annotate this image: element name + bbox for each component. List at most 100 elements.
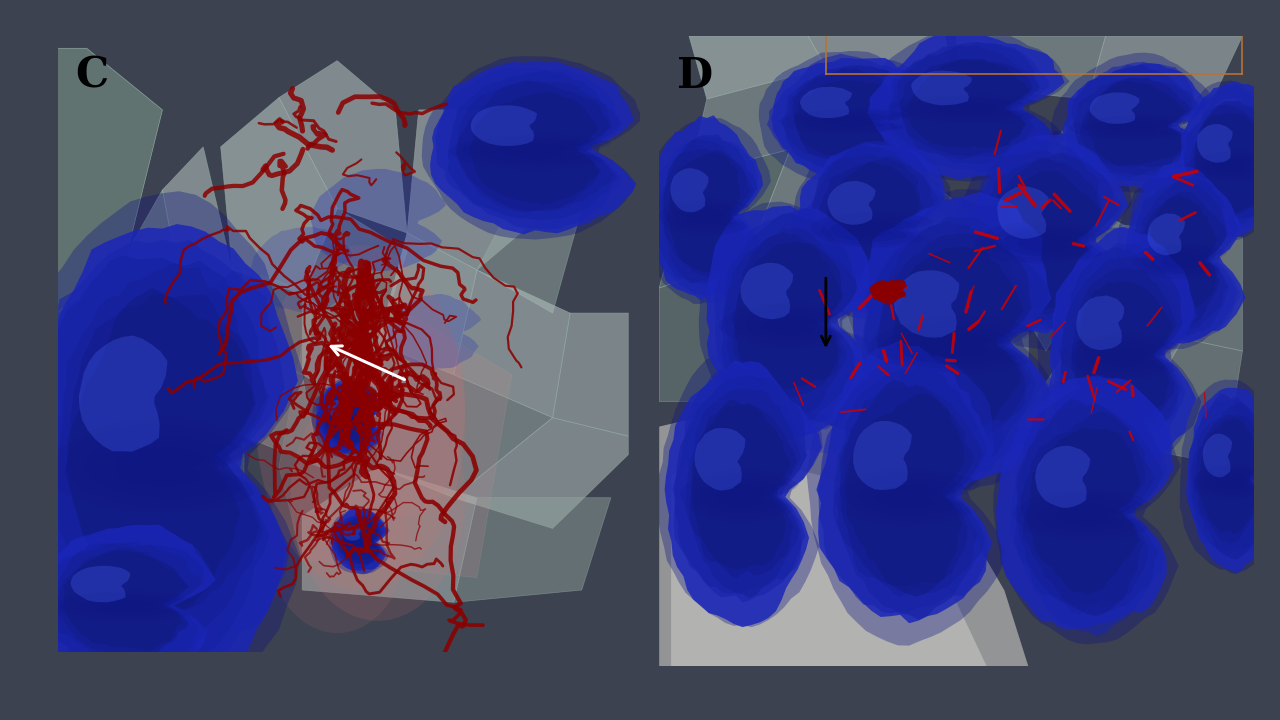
Polygon shape <box>659 402 1028 666</box>
Text: C: C <box>76 55 109 96</box>
Polygon shape <box>1051 243 1197 466</box>
Polygon shape <box>1189 100 1272 219</box>
Polygon shape <box>449 133 612 170</box>
Polygon shape <box>897 45 1039 160</box>
Polygon shape <box>1189 393 1270 551</box>
Polygon shape <box>867 30 1065 179</box>
Polygon shape <box>782 66 918 174</box>
Polygon shape <box>964 134 1128 333</box>
Polygon shape <box>818 354 995 613</box>
Polygon shape <box>662 139 756 283</box>
Polygon shape <box>1098 347 1147 367</box>
Polygon shape <box>991 225 1097 261</box>
Polygon shape <box>1193 464 1266 500</box>
Polygon shape <box>1183 238 1243 351</box>
Polygon shape <box>1178 81 1280 236</box>
Polygon shape <box>1138 181 1228 330</box>
Polygon shape <box>337 516 383 565</box>
Polygon shape <box>790 68 957 174</box>
Polygon shape <box>652 136 758 297</box>
Polygon shape <box>1139 192 1226 326</box>
Polygon shape <box>302 467 477 603</box>
Polygon shape <box>1028 99 1207 174</box>
Polygon shape <box>499 144 566 159</box>
Polygon shape <box>886 338 1016 426</box>
Polygon shape <box>1133 176 1229 336</box>
Polygon shape <box>477 159 581 313</box>
Polygon shape <box>337 416 360 423</box>
Polygon shape <box>387 294 481 369</box>
Polygon shape <box>1004 229 1088 256</box>
Polygon shape <box>817 341 995 624</box>
Polygon shape <box>96 600 156 613</box>
Polygon shape <box>733 305 841 345</box>
Polygon shape <box>1083 341 1161 372</box>
Polygon shape <box>378 343 553 498</box>
Polygon shape <box>462 137 600 166</box>
Polygon shape <box>837 387 983 597</box>
Polygon shape <box>689 68 826 174</box>
Polygon shape <box>732 232 844 398</box>
Polygon shape <box>845 393 965 596</box>
Polygon shape <box>945 301 1028 382</box>
Polygon shape <box>884 282 906 302</box>
Polygon shape <box>317 384 376 455</box>
Polygon shape <box>1124 99 1243 194</box>
Polygon shape <box>909 174 969 256</box>
Polygon shape <box>1203 469 1256 493</box>
Polygon shape <box>13 192 305 706</box>
Polygon shape <box>58 251 140 418</box>
Polygon shape <box>1020 412 1146 616</box>
Polygon shape <box>38 256 270 663</box>
Polygon shape <box>860 197 1051 475</box>
Polygon shape <box>1016 399 1155 605</box>
Polygon shape <box>941 381 1030 471</box>
Polygon shape <box>279 60 407 233</box>
Polygon shape <box>882 321 1019 369</box>
Polygon shape <box>762 315 815 335</box>
Ellipse shape <box>348 294 466 516</box>
Polygon shape <box>479 140 586 163</box>
Polygon shape <box>664 361 822 627</box>
Polygon shape <box>40 532 212 680</box>
Polygon shape <box>884 43 1053 172</box>
Polygon shape <box>337 536 381 549</box>
Polygon shape <box>650 115 763 300</box>
Polygon shape <box>805 112 890 130</box>
Polygon shape <box>919 333 989 357</box>
Polygon shape <box>1187 388 1276 573</box>
Polygon shape <box>407 110 535 270</box>
Polygon shape <box>827 181 876 225</box>
Polygon shape <box>908 59 1029 148</box>
Polygon shape <box>1151 248 1212 273</box>
Polygon shape <box>893 270 960 338</box>
Polygon shape <box>673 204 736 229</box>
Polygon shape <box>174 405 244 480</box>
Polygon shape <box>974 150 1119 328</box>
Polygon shape <box>845 472 965 521</box>
Polygon shape <box>302 294 378 418</box>
Polygon shape <box>343 525 361 541</box>
Polygon shape <box>315 383 383 454</box>
Polygon shape <box>974 220 1107 264</box>
Polygon shape <box>1088 225 1225 338</box>
Polygon shape <box>819 158 924 292</box>
Polygon shape <box>765 348 882 454</box>
Polygon shape <box>874 221 1033 444</box>
Polygon shape <box>378 233 477 374</box>
Polygon shape <box>721 213 858 423</box>
Polygon shape <box>324 390 372 444</box>
Polygon shape <box>735 241 842 390</box>
Polygon shape <box>1161 253 1201 269</box>
Polygon shape <box>1146 195 1217 312</box>
Polygon shape <box>1194 415 1262 544</box>
Polygon shape <box>672 364 808 603</box>
Polygon shape <box>887 42 1050 164</box>
Polygon shape <box>852 421 911 490</box>
Polygon shape <box>47 541 204 666</box>
Polygon shape <box>1027 428 1140 595</box>
Polygon shape <box>840 189 1066 490</box>
Polygon shape <box>14 224 298 689</box>
Polygon shape <box>1083 116 1183 138</box>
Polygon shape <box>1215 474 1245 489</box>
